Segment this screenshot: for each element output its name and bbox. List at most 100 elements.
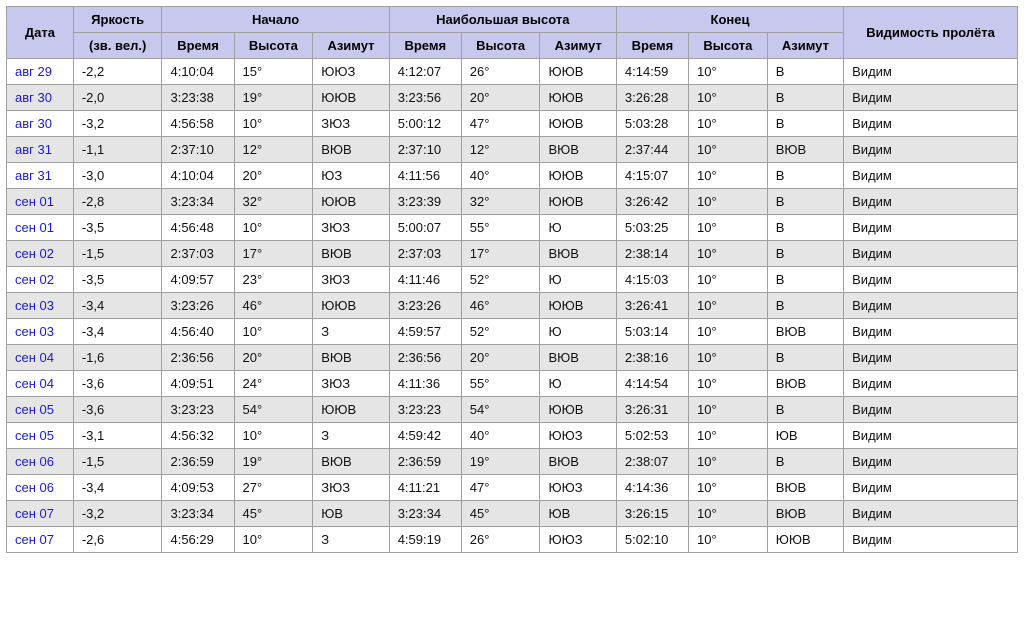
cell-s_a: 19° bbox=[234, 85, 313, 111]
pass-table: Дата Яркость Начало Наибольшая высота Ко… bbox=[6, 6, 1018, 553]
cell-e_a: 10° bbox=[688, 423, 767, 449]
cell-s_a: 10° bbox=[234, 527, 313, 553]
table-row: сен 01-2,83:23:3432°ЮЮВ3:23:3932°ЮЮВ3:26… bbox=[7, 189, 1018, 215]
date-link[interactable]: сен 07 bbox=[15, 506, 54, 521]
cell-mag: -3,5 bbox=[73, 267, 162, 293]
cell-mag: -1,5 bbox=[73, 241, 162, 267]
cell-e_t: 4:15:03 bbox=[616, 267, 688, 293]
date-link[interactable]: сен 06 bbox=[15, 454, 54, 469]
table-row: авг 30-3,24:56:5810°ЗЮЗ5:00:1247°ЮЮВ5:03… bbox=[7, 111, 1018, 137]
cell-h_t: 4:11:46 bbox=[389, 267, 461, 293]
cell-date: сен 06 bbox=[7, 449, 74, 475]
cell-s_t: 4:10:04 bbox=[162, 59, 234, 85]
cell-date: сен 06 bbox=[7, 475, 74, 501]
cell-s_t: 3:23:34 bbox=[162, 501, 234, 527]
cell-s_a: 45° bbox=[234, 501, 313, 527]
cell-vis: Видим bbox=[844, 475, 1018, 501]
cell-e_t: 2:38:14 bbox=[616, 241, 688, 267]
cell-h_a: 47° bbox=[461, 475, 540, 501]
date-link[interactable]: сен 05 bbox=[15, 428, 54, 443]
cell-s_az: ВЮВ bbox=[313, 345, 389, 371]
date-link[interactable]: сен 01 bbox=[15, 194, 54, 209]
table-row: сен 04-1,62:36:5620°ВЮВ2:36:5620°ВЮВ2:38… bbox=[7, 345, 1018, 371]
table-row: сен 01-3,54:56:4810°ЗЮЗ5:00:0755°Ю5:03:2… bbox=[7, 215, 1018, 241]
cell-h_a: 55° bbox=[461, 215, 540, 241]
cell-vis: Видим bbox=[844, 59, 1018, 85]
date-link[interactable]: сен 02 bbox=[15, 246, 54, 261]
table-row: сен 05-3,63:23:2354°ЮЮВ3:23:2354°ЮЮВ3:26… bbox=[7, 397, 1018, 423]
cell-e_t: 4:14:59 bbox=[616, 59, 688, 85]
cell-e_az: В bbox=[767, 345, 843, 371]
cell-e_t: 2:38:07 bbox=[616, 449, 688, 475]
date-link[interactable]: авг 29 bbox=[15, 64, 52, 79]
table-row: сен 02-1,52:37:0317°ВЮВ2:37:0317°ВЮВ2:38… bbox=[7, 241, 1018, 267]
cell-s_t: 3:23:38 bbox=[162, 85, 234, 111]
cell-e_az: В bbox=[767, 111, 843, 137]
cell-mag: -2,2 bbox=[73, 59, 162, 85]
table-header: Дата Яркость Начало Наибольшая высота Ко… bbox=[7, 7, 1018, 59]
date-link[interactable]: авг 31 bbox=[15, 168, 52, 183]
col-end-time: Время bbox=[616, 33, 688, 59]
cell-s_a: 54° bbox=[234, 397, 313, 423]
cell-h_az: ЮЮВ bbox=[540, 293, 616, 319]
cell-s_az: ВЮВ bbox=[313, 449, 389, 475]
cell-e_t: 3:26:15 bbox=[616, 501, 688, 527]
cell-s_a: 46° bbox=[234, 293, 313, 319]
cell-s_a: 12° bbox=[234, 137, 313, 163]
cell-mag: -2,8 bbox=[73, 189, 162, 215]
table-row: сен 03-3,43:23:2646°ЮЮВ3:23:2646°ЮЮВ3:26… bbox=[7, 293, 1018, 319]
table-row: сен 02-3,54:09:5723°ЗЮЗ4:11:4652°Ю4:15:0… bbox=[7, 267, 1018, 293]
cell-vis: Видим bbox=[844, 423, 1018, 449]
cell-h_a: 20° bbox=[461, 85, 540, 111]
cell-e_az: ВЮВ bbox=[767, 475, 843, 501]
date-link[interactable]: сен 01 bbox=[15, 220, 54, 235]
cell-s_az: З bbox=[313, 319, 389, 345]
date-link[interactable]: сен 06 bbox=[15, 480, 54, 495]
cell-h_a: 40° bbox=[461, 163, 540, 189]
cell-vis: Видим bbox=[844, 189, 1018, 215]
cell-h_a: 46° bbox=[461, 293, 540, 319]
cell-s_az: ЮЮВ bbox=[313, 293, 389, 319]
date-link[interactable]: сен 05 bbox=[15, 402, 54, 417]
date-link[interactable]: сен 07 bbox=[15, 532, 54, 547]
date-link[interactable]: авг 30 bbox=[15, 116, 52, 131]
cell-s_a: 10° bbox=[234, 423, 313, 449]
cell-e_a: 10° bbox=[688, 501, 767, 527]
table-row: сен 06-3,44:09:5327°ЗЮЗ4:11:2147°ЮЮЗ4:14… bbox=[7, 475, 1018, 501]
cell-s_t: 4:09:57 bbox=[162, 267, 234, 293]
cell-s_a: 19° bbox=[234, 449, 313, 475]
cell-s_a: 10° bbox=[234, 215, 313, 241]
date-link[interactable]: авг 31 bbox=[15, 142, 52, 157]
cell-h_t: 5:00:12 bbox=[389, 111, 461, 137]
col-end-alt: Высота bbox=[688, 33, 767, 59]
cell-h_a: 12° bbox=[461, 137, 540, 163]
cell-date: сен 07 bbox=[7, 501, 74, 527]
cell-s_az: ЗЮЗ bbox=[313, 371, 389, 397]
cell-s_t: 2:36:56 bbox=[162, 345, 234, 371]
date-link[interactable]: сен 03 bbox=[15, 298, 54, 313]
cell-date: сен 02 bbox=[7, 267, 74, 293]
cell-h_az: ЮЮВ bbox=[540, 397, 616, 423]
date-link[interactable]: авг 30 bbox=[15, 90, 52, 105]
cell-h_a: 52° bbox=[461, 267, 540, 293]
cell-e_az: В bbox=[767, 241, 843, 267]
cell-s_az: ЮЮВ bbox=[313, 397, 389, 423]
cell-vis: Видим bbox=[844, 345, 1018, 371]
date-link[interactable]: сен 02 bbox=[15, 272, 54, 287]
cell-e_az: В bbox=[767, 189, 843, 215]
date-link[interactable]: сен 03 bbox=[15, 324, 54, 339]
date-link[interactable]: сен 04 bbox=[15, 350, 54, 365]
cell-e_a: 10° bbox=[688, 345, 767, 371]
date-link[interactable]: сен 04 bbox=[15, 376, 54, 391]
cell-s_a: 32° bbox=[234, 189, 313, 215]
cell-s_a: 10° bbox=[234, 111, 313, 137]
cell-date: авг 30 bbox=[7, 111, 74, 137]
cell-h_a: 17° bbox=[461, 241, 540, 267]
cell-mag: -3,2 bbox=[73, 501, 162, 527]
cell-s_t: 2:36:59 bbox=[162, 449, 234, 475]
cell-h_az: ЮЮВ bbox=[540, 111, 616, 137]
cell-e_az: В bbox=[767, 267, 843, 293]
cell-s_az: ЗЮЗ bbox=[313, 215, 389, 241]
cell-h_a: 55° bbox=[461, 371, 540, 397]
cell-h_az: ВЮВ bbox=[540, 137, 616, 163]
